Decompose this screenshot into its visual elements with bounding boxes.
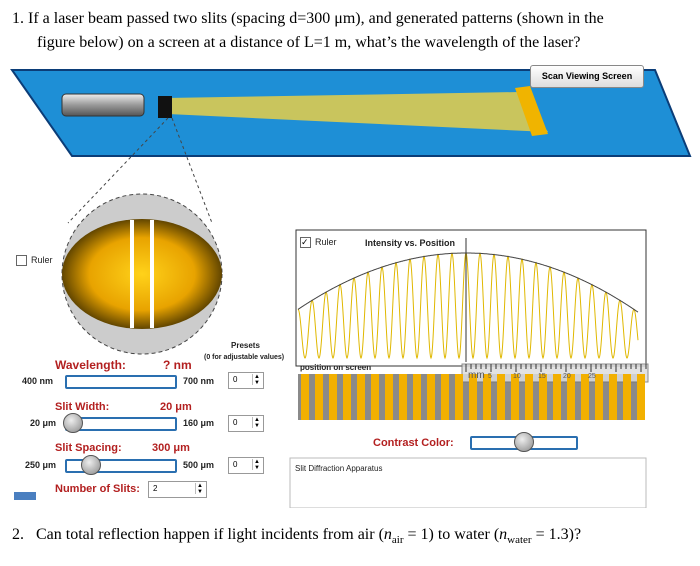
ruler-label: 20 (563, 373, 571, 380)
fringe (609, 374, 617, 420)
scan-button[interactable]: Scan Viewing Screen (530, 65, 644, 88)
ruler-label: 15 (538, 373, 546, 380)
value: 300 μm (152, 442, 190, 454)
fringe (497, 374, 505, 420)
number: 2. (12, 526, 24, 543)
fringe (567, 374, 575, 420)
subscript: water (507, 534, 532, 547)
fringe (637, 374, 645, 420)
icon (14, 492, 36, 500)
subscript: air (391, 534, 404, 547)
fringe (357, 374, 365, 420)
slider-knob[interactable] (81, 455, 101, 475)
label: 20 μm (30, 418, 57, 428)
fringe (455, 374, 463, 420)
ruler-label: 10 (513, 373, 521, 380)
text: = 1) to water ( (403, 526, 500, 543)
ruler-label: mm (468, 370, 485, 381)
label: Slit Diffraction Apparatus (295, 464, 383, 473)
slider-knob[interactable] (63, 413, 83, 433)
symbol: n (499, 526, 508, 543)
spinner[interactable]: 0 ▲ ▼ (228, 457, 264, 474)
spinner[interactable]: 0 ▲ ▼ (228, 372, 264, 389)
fringe (483, 374, 491, 420)
zoom-glow (62, 219, 222, 329)
label: 700 nm (183, 376, 215, 386)
envelope (297, 252, 639, 313)
fringe (399, 374, 407, 420)
graph-title: Intensity vs. Position (365, 238, 456, 248)
label: Slit Width: (55, 401, 110, 413)
ruler-label: 25 (588, 373, 596, 380)
label: position on screen (300, 363, 372, 372)
text: = 1.3)? (531, 526, 582, 543)
text: Can total reflection happen if light inc… (36, 526, 384, 543)
value: ? nm (163, 358, 192, 372)
checkbox[interactable] (16, 255, 27, 266)
laser-beam (166, 92, 548, 132)
label: 160 μm (183, 418, 215, 428)
label: 250 μm (25, 460, 57, 470)
fringe (539, 374, 547, 420)
slider[interactable] (63, 413, 177, 433)
spinner-value: 0 (233, 375, 238, 384)
label: 400 nm (22, 376, 54, 386)
slider[interactable] (65, 375, 177, 389)
checkbox[interactable]: ✓ (300, 237, 311, 248)
fringe (427, 374, 435, 420)
apparatus-box (289, 457, 647, 508)
zoom-line (171, 117, 213, 224)
fringe (441, 374, 449, 420)
slider[interactable] (470, 432, 578, 452)
zoom-line (67, 117, 169, 224)
spinner[interactable]: 0 ▲ ▼ (228, 415, 264, 432)
fringe (469, 374, 477, 420)
symbol: n (383, 526, 392, 543)
intensity-curve (297, 251, 639, 360)
simulation-art (10, 69, 692, 508)
slider[interactable] (65, 455, 177, 475)
fringe (623, 374, 631, 420)
label: Wavelength: (55, 358, 126, 372)
fringe (385, 374, 393, 420)
question: 2. Can total reflection happen if light … (12, 526, 581, 546)
fringe (343, 374, 351, 420)
slider-knob[interactable] (514, 432, 534, 452)
spinner-value: 0 (233, 460, 238, 469)
value: 20 μm (160, 401, 192, 413)
slit (150, 220, 154, 328)
slit (130, 220, 134, 328)
slits-input[interactable]: 2 ▲ ▼ (148, 481, 207, 498)
fringe (553, 374, 561, 420)
label: Number of Slits: (55, 483, 140, 495)
screen (515, 86, 548, 136)
fringe (329, 374, 337, 420)
fringe (581, 374, 589, 420)
label: Contrast Color: (373, 437, 454, 449)
fringe (511, 374, 519, 420)
question-line: figure below) on a screen at a distance … (37, 34, 581, 51)
laser (61, 93, 145, 117)
label: (0 for adjustable values) (204, 354, 285, 361)
question-line: 1. If a laser beam passed two slits (spa… (12, 10, 604, 27)
fringe (315, 374, 323, 420)
label: Ruler (31, 255, 53, 265)
fringe (595, 374, 603, 420)
fringe (371, 374, 379, 420)
fringe (413, 374, 421, 420)
ruler-label: 5 (488, 373, 492, 380)
fringe (301, 374, 309, 420)
label: 500 μm (183, 460, 215, 470)
label: Presets (231, 341, 260, 350)
spinner-value: 0 (233, 418, 238, 427)
fringe (525, 374, 533, 420)
input-value: 2 (153, 484, 158, 493)
label: Slit Spacing: (55, 442, 122, 454)
label: Ruler (315, 237, 337, 247)
slit-plate (158, 96, 172, 118)
